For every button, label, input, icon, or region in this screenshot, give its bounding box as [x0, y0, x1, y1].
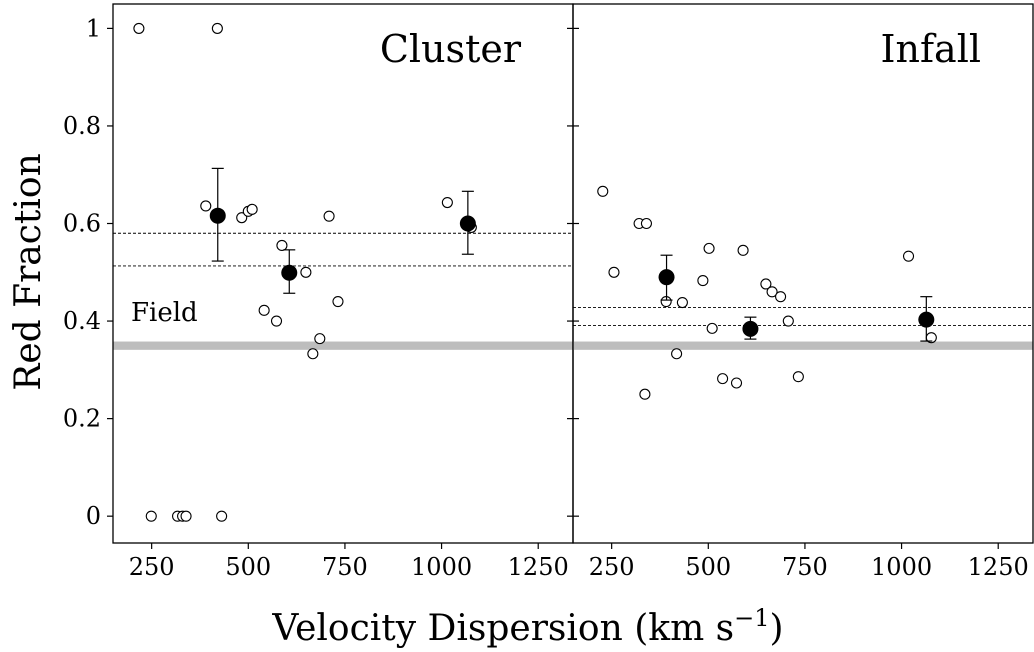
x-tick-label: 1250 [968, 553, 1029, 581]
data-point [300, 266, 312, 278]
data-point [760, 278, 772, 290]
binned-point [742, 320, 759, 337]
data-point [258, 304, 270, 316]
cluster-panel: 250 500 750 1000 1250 0 0.2 0.4 0.6 0.8 1 Cluster Fi… [63, 3, 574, 581]
field-band [113, 341, 573, 350]
data-point [676, 296, 688, 309]
data-point [902, 250, 915, 262]
y-tick-label: 0.2 [63, 405, 101, 433]
x-tick-label: 250 [589, 553, 635, 581]
data-point [597, 185, 609, 197]
data-point [697, 275, 709, 287]
binned-point [658, 269, 675, 286]
data-point [775, 291, 787, 303]
data-point [639, 388, 651, 400]
x-tick-label: 750 [322, 553, 368, 581]
plot-area [573, 185, 1033, 400]
data-point [307, 348, 319, 360]
field-band [573, 341, 1033, 350]
infall-panel: 250 500 750 1000 1250 Infall [572, 3, 1034, 581]
data-point [323, 210, 335, 222]
data-point [706, 322, 718, 334]
x-tick-label: 750 [782, 553, 828, 581]
y-tick-label: 0.8 [63, 112, 101, 140]
data-point [145, 510, 157, 522]
x-axis-label-close: ) [770, 608, 784, 649]
y-tick-label: 1 [86, 14, 101, 42]
x-axis-label-main: Velocity Dispersion (km s [271, 608, 734, 649]
data-point [133, 22, 145, 34]
data-point [276, 239, 288, 252]
x-axis-label-exponent: −1 [734, 604, 769, 632]
binned-point [918, 311, 935, 328]
data-point [792, 371, 804, 383]
data-point [730, 377, 743, 389]
data-point [236, 212, 248, 224]
plot-area [113, 22, 573, 522]
panel-frame [572, 3, 1034, 544]
x-tick-label: 500 [685, 553, 731, 581]
data-point [246, 203, 258, 215]
data-point [782, 315, 794, 327]
panel-title: Cluster [380, 27, 522, 71]
panel-frame [112, 3, 574, 544]
data-point [332, 295, 344, 308]
data-point [180, 510, 192, 522]
binned-point [209, 207, 226, 224]
data-point [314, 333, 326, 345]
data-point [270, 315, 283, 327]
binned-point [459, 215, 476, 232]
data-point [200, 200, 212, 212]
data-point [216, 510, 228, 522]
data-point [671, 348, 683, 360]
y-tick-label: 0.6 [63, 210, 101, 238]
data-point [717, 373, 729, 385]
x-tick-label: 1000 [411, 553, 472, 581]
data-point [737, 244, 749, 256]
x-tick-label: 1000 [871, 553, 932, 581]
panel-title: Infall [880, 27, 981, 71]
y-tick-label: 0 [86, 502, 101, 530]
data-point [766, 286, 778, 298]
x-tick-label: 1250 [508, 553, 569, 581]
x-tick-label: 250 [129, 553, 175, 581]
field-label: Field [131, 298, 198, 328]
data-point [441, 196, 453, 209]
data-point [703, 242, 715, 254]
x-axis-label: Velocity Dispersion (km s−1) [271, 604, 783, 649]
x-tick-label: 500 [225, 553, 271, 581]
data-point [211, 22, 223, 34]
data-point [608, 266, 620, 278]
y-tick-label: 0.4 [63, 307, 101, 335]
data-point [640, 217, 652, 230]
binned-point [281, 264, 298, 281]
y-axis-label: Red Fraction [8, 153, 49, 391]
